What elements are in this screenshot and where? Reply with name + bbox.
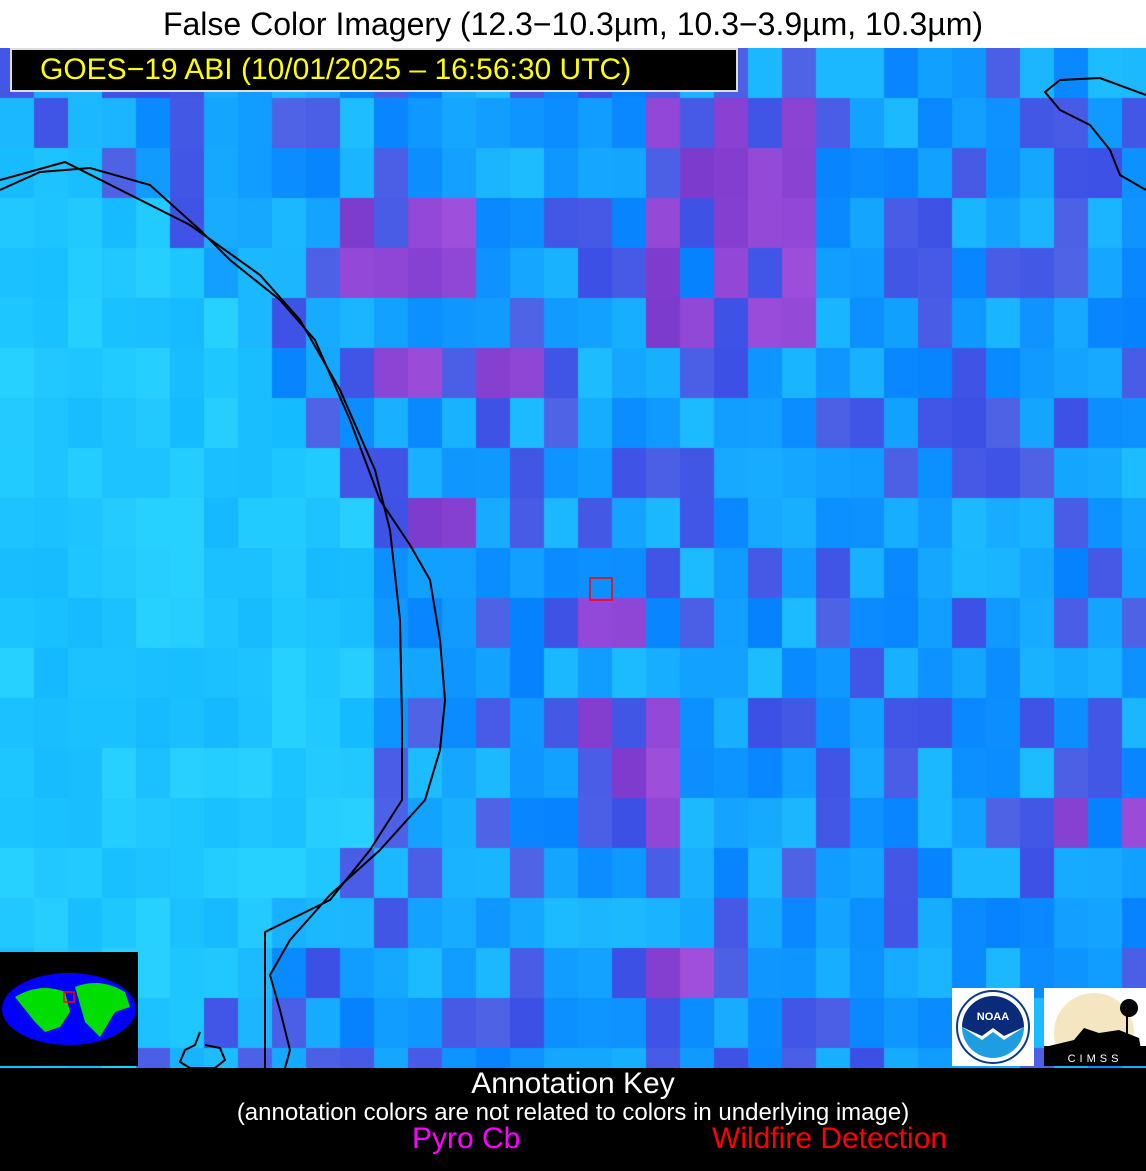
key-item-wildfire-detection: Wildfire Detection xyxy=(712,1122,948,1155)
wildfire-detection-box xyxy=(589,577,613,601)
svg-text:CIMSS: CIMSS xyxy=(1068,1053,1123,1065)
image-title: False Color Imagery (12.3−10.3µm, 10.3−3… xyxy=(162,6,984,42)
coastline xyxy=(0,166,447,1068)
coastline xyxy=(178,1031,227,1068)
svg-text:NOAA: NOAA xyxy=(977,1011,1009,1023)
noaa-logo: NOAA xyxy=(952,988,1034,1066)
annotation-key: Annotation Key (annotation colors are no… xyxy=(0,1068,1146,1171)
annotation-key-title: Annotation Key xyxy=(471,1067,675,1100)
cimss-logo: CIMSS xyxy=(1044,988,1146,1073)
key-item-pyro-cb: Pyro Cb xyxy=(412,1122,521,1155)
coastline-overlay xyxy=(0,76,1146,1068)
satellite-timestamp-label: GOES−19 ABI (10/01/2025 – 16:56:30 UTC) xyxy=(10,48,738,92)
annotation-key-note: (annotation colors are not related to co… xyxy=(236,1099,910,1126)
globe-locator-map xyxy=(0,952,138,1066)
false-color-imagery xyxy=(0,48,1146,1068)
coastline xyxy=(0,160,403,1068)
coastline xyxy=(1043,76,1146,191)
